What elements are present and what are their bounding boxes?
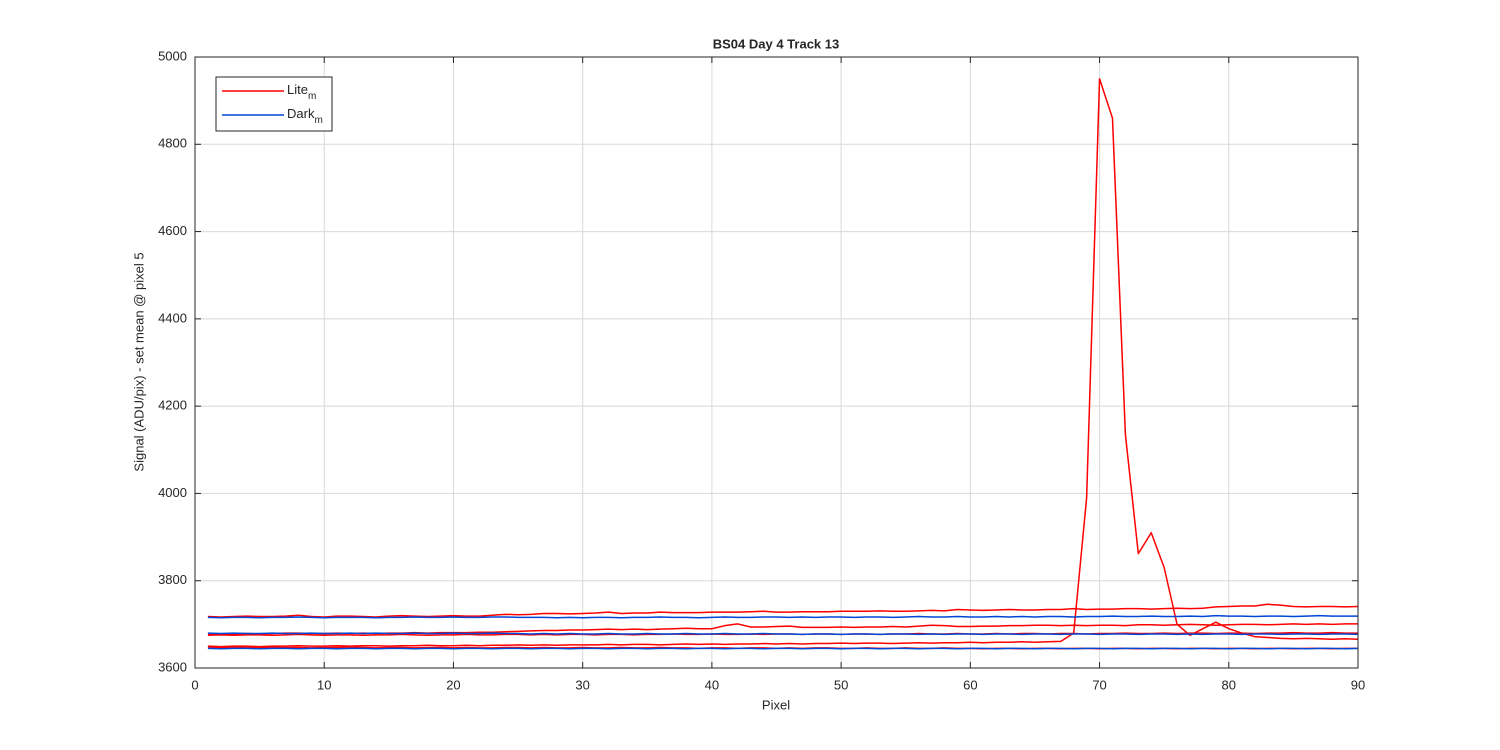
data-line [207, 78, 1359, 648]
legend-box [215, 76, 333, 132]
x-tick-label: 80 [1222, 677, 1236, 692]
y-tick-label: 3600 [158, 659, 187, 674]
y-tick-label: 5000 [158, 48, 187, 63]
x-tick-label: 90 [1351, 677, 1365, 692]
legend-name: Lite [287, 82, 308, 97]
y-tick-label: 4400 [158, 310, 187, 325]
data-line [207, 632, 1359, 636]
legend-label: Litem [287, 82, 316, 101]
legend-name: Dark [287, 106, 315, 121]
legend-label: Darkm [287, 106, 323, 125]
y-tick-label: 4200 [158, 398, 187, 413]
plot-frame [194, 56, 1359, 669]
x-tick-label: 20 [446, 677, 460, 692]
data-line [207, 603, 1359, 618]
x-tick-label: 70 [1092, 677, 1106, 692]
y-tick-label: 3800 [158, 572, 187, 587]
y-tick-label: 4800 [158, 136, 187, 151]
y-tick-label: 4600 [158, 223, 187, 238]
x-tick-label: 40 [705, 677, 719, 692]
data-line [207, 614, 1358, 619]
x-tick-label: 30 [575, 677, 589, 692]
legend-subscript: m [314, 115, 322, 126]
x-tick-label: 50 [834, 677, 848, 692]
chart-title: BS04 Day 4 Track 13 [713, 36, 839, 51]
x-tick-label: 60 [963, 677, 977, 692]
x-tick-label: 0 [191, 677, 198, 692]
x-tick-label: 10 [317, 677, 331, 692]
legend-subscript: m [308, 91, 316, 102]
x-axis-label: Pixel [762, 697, 790, 712]
y-tick-label: 4000 [158, 485, 187, 500]
y-axis-label: Signal (ADU/pix) - set mean @ pixel 5 [131, 252, 146, 471]
